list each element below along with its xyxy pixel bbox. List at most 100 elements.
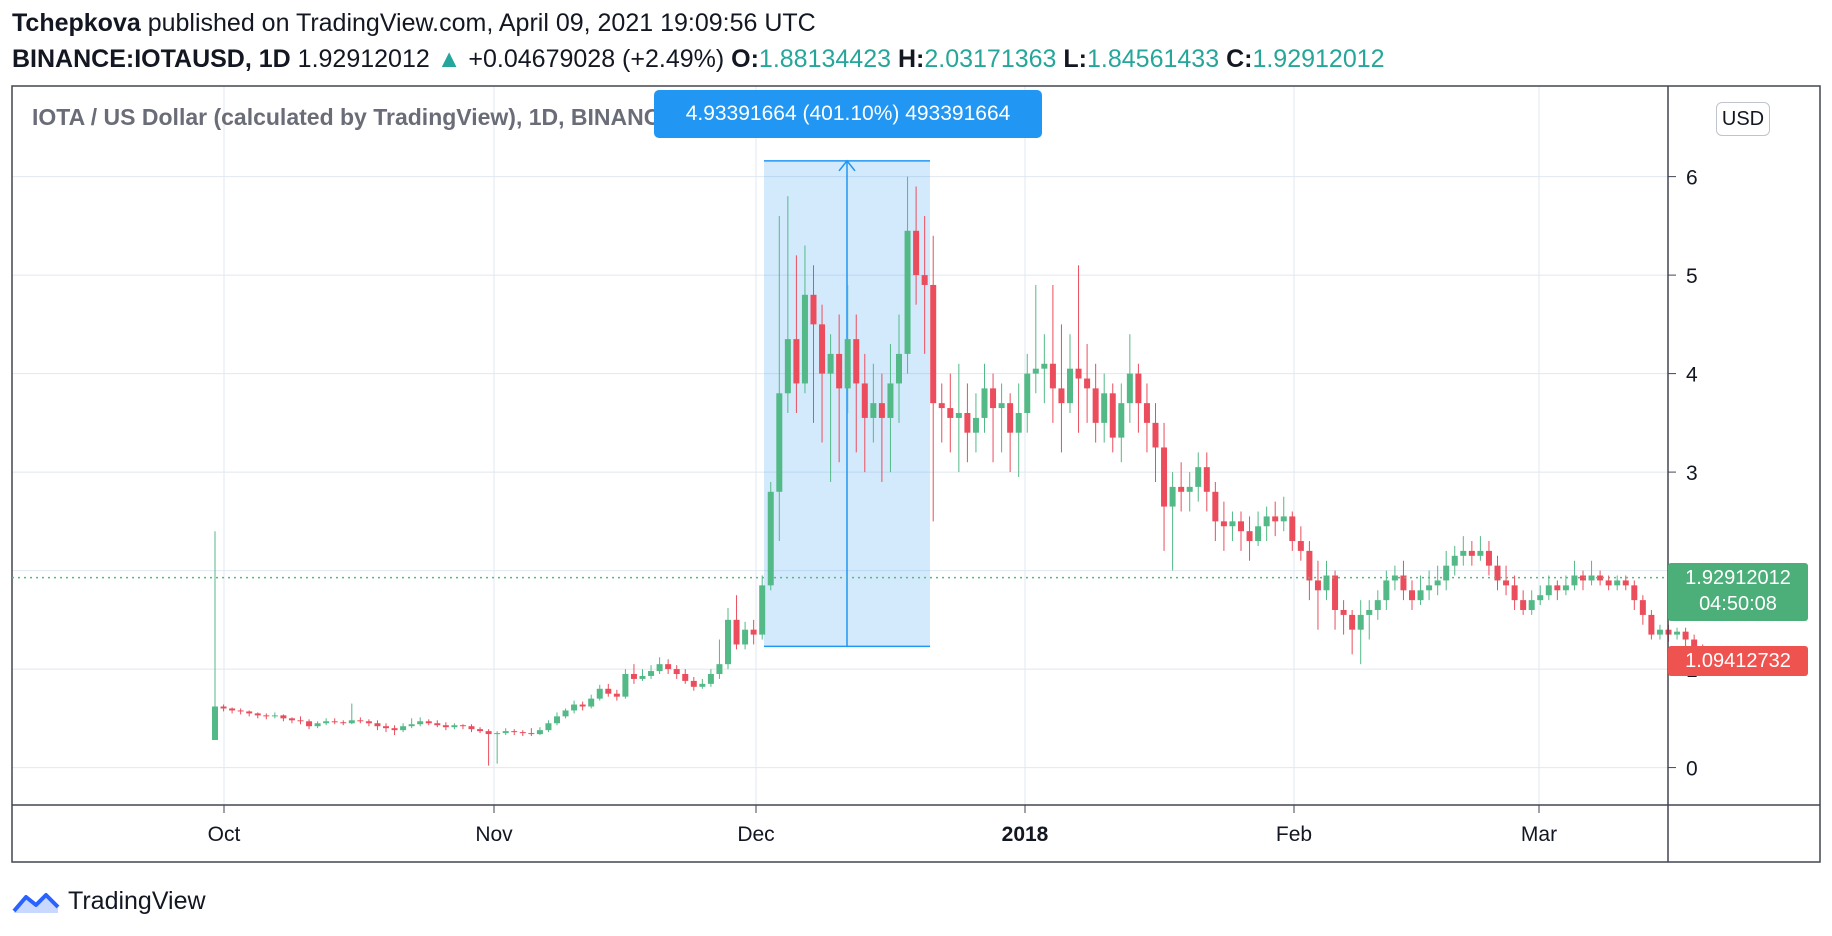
- candle-body: [468, 726, 475, 730]
- y-tick-label: 4: [1686, 364, 1698, 387]
- candle-body: [767, 491, 774, 586]
- candle-body: [1614, 580, 1621, 586]
- candle-body: [1597, 575, 1604, 581]
- currency-button[interactable]: USD: [1716, 102, 1770, 136]
- candle-body: [1494, 565, 1501, 581]
- candle-body: [331, 721, 338, 723]
- candle-body: [494, 733, 501, 735]
- measure-arrow-head: [838, 159, 856, 172]
- candle-body: [1263, 516, 1270, 527]
- candle-body: [417, 721, 424, 725]
- candle-body: [887, 383, 894, 418]
- candle-body: [1580, 575, 1586, 581]
- candle-body: [1229, 521, 1236, 527]
- candle-body: [776, 393, 783, 492]
- candle-body: [1477, 550, 1484, 556]
- candle-body: [1101, 393, 1108, 423]
- candle-body: [759, 585, 766, 635]
- candle-body: [579, 704, 586, 707]
- ohlc-header: BINANCE:IOTAUSD, 1D 1.92912012 ▲ +0.0467…: [12, 44, 1385, 74]
- candle-body: [1015, 412, 1022, 433]
- open-value: 1.88134423: [758, 45, 892, 73]
- measure-tool: [764, 159, 930, 648]
- candle-body: [596, 688, 603, 699]
- candle-body: [545, 723, 552, 731]
- candle-body: [1220, 521, 1227, 527]
- candle-body: [836, 353, 843, 389]
- candle-body: [288, 718, 295, 721]
- tradingview-logo-icon: [12, 893, 60, 913]
- candle-body: [1631, 585, 1638, 601]
- candle-body: [1195, 467, 1202, 487]
- candle-body: [1109, 393, 1116, 438]
- candle-body: [280, 715, 287, 719]
- candle-body: [1451, 555, 1458, 566]
- candle-body: [1622, 580, 1629, 586]
- candle-body: [947, 408, 954, 418]
- candle-body: [1656, 629, 1663, 635]
- candle-body: [1682, 631, 1689, 640]
- published-text: published on TradingView.com, April 09, …: [147, 9, 816, 37]
- candle-body: [348, 720, 355, 724]
- y-tick-label: 3: [1686, 462, 1698, 485]
- candle-body: [485, 731, 492, 735]
- candle-body: [750, 629, 757, 635]
- candle-body: [878, 403, 885, 418]
- candle-body: [562, 710, 569, 717]
- candle-body: [554, 716, 560, 724]
- candle-body: [1511, 585, 1518, 601]
- change-value: +0.04679028 (+2.49%): [468, 45, 725, 73]
- candle-body: [1246, 531, 1253, 542]
- candle-body: [1443, 565, 1450, 581]
- candle-body: [1280, 516, 1287, 522]
- candle-body: [1186, 486, 1193, 492]
- candle-body: [1605, 580, 1612, 586]
- x-tick-label: 2018: [1002, 823, 1049, 846]
- candle-body: [459, 725, 466, 727]
- candle-body: [733, 619, 740, 645]
- candle-body: [1426, 585, 1433, 591]
- footer-brand-name: TradingView: [68, 887, 206, 915]
- candle-body: [1691, 639, 1698, 650]
- candle-body: [990, 388, 997, 409]
- candle-body: [784, 339, 791, 394]
- measure-label: 4.93391664 (401.10%) 493391664: [654, 90, 1042, 138]
- candle-body: [1528, 600, 1535, 610]
- candle-body: [844, 339, 851, 389]
- candle-body: [742, 629, 749, 645]
- candle-body: [1212, 491, 1219, 522]
- candle-body: [314, 723, 321, 727]
- candle-body: [451, 725, 458, 728]
- candle-body: [1323, 575, 1330, 591]
- x-tick-label: Feb: [1276, 823, 1312, 846]
- candle-body: [630, 674, 637, 679]
- candle-body: [1084, 378, 1091, 389]
- candle-body: [810, 294, 817, 325]
- candle-body: [1639, 600, 1646, 615]
- candle-body: [511, 731, 518, 733]
- candle-body: [237, 710, 244, 712]
- candle-body: [1169, 486, 1176, 507]
- candle-body: [1562, 585, 1569, 591]
- candle-body: [1460, 550, 1467, 556]
- candle-body: [536, 730, 543, 735]
- close-value: 1.92912012: [1252, 45, 1385, 73]
- x-tick-label: Dec: [737, 823, 774, 846]
- candle-body: [673, 669, 680, 675]
- candle-body: [1092, 388, 1099, 423]
- candle-body: [964, 412, 971, 433]
- candle-body: [297, 720, 304, 722]
- candle-body: [1571, 575, 1578, 586]
- candle-body: [1485, 550, 1492, 566]
- footer-brand[interactable]: TradingView: [12, 886, 206, 916]
- last-price-tag-value: 1.92912012: [1685, 567, 1791, 589]
- candle-body: [528, 733, 535, 735]
- candle-body: [613, 693, 620, 697]
- candle-body: [502, 731, 509, 734]
- candle-body: [921, 275, 928, 285]
- candle-body: [1297, 541, 1304, 551]
- candle-body: [391, 728, 398, 731]
- candle-body: [1554, 585, 1561, 591]
- candle-body: [1272, 516, 1279, 522]
